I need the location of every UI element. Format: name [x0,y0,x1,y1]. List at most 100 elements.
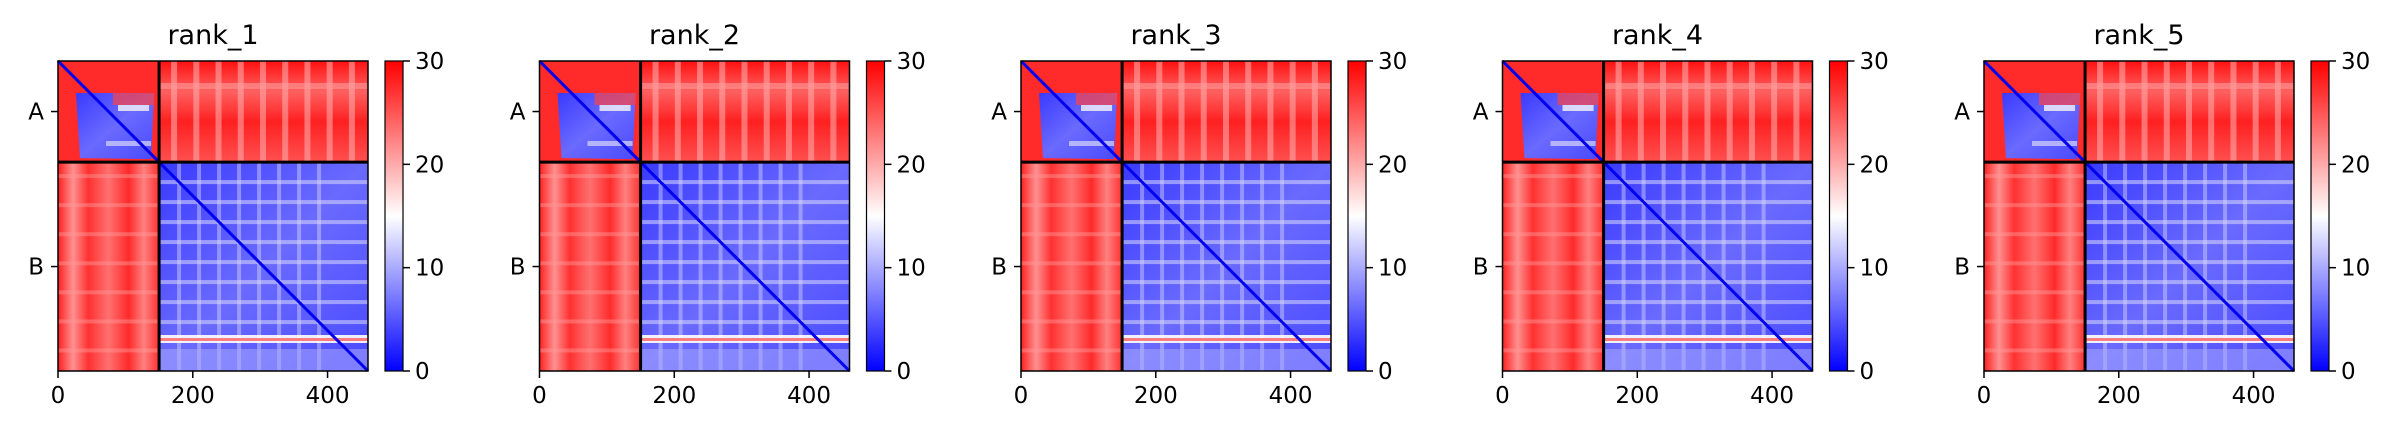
x-tick-label: 0 [1495,383,1510,409]
colorbar-tick-label: 10 [415,256,444,282]
heat-stripe [1502,232,1604,237]
heat-stripe [2183,162,2188,371]
heat-stripe [1661,162,1666,371]
heat-stripe [159,260,368,265]
heat-stripe [1122,240,1331,245]
heat-stripe [1021,203,1123,208]
pae-panel: rank_5 0 200 400 A B 0 10 20 30 [1954,20,2370,409]
heat-stripe [58,290,160,295]
heat-stripe [58,232,160,237]
heat-stripe [763,61,770,163]
chain-label: B [991,255,1007,281]
heat-stripe [1021,174,1123,179]
axes-frame [1983,60,2295,372]
heat-stripe [1178,61,1185,163]
heat-stripe [697,61,704,163]
heat-diagonal [538,59,851,373]
heat-stripe [1502,348,1604,353]
heat-stripe [2208,61,2215,163]
offdiag-block-ba [1984,162,2086,371]
heat-stripe [2243,162,2248,371]
chain-label: A [28,100,44,126]
heat-stripe [2163,61,2170,163]
heat-stripe [1122,180,1331,185]
heat-stripe [1122,349,1331,371]
chain-label: B [510,255,526,281]
chain-label: A [991,100,1007,126]
heat-stripe [237,162,242,371]
offdiag-block-ba [1502,162,1604,371]
heat-stripe [159,180,368,185]
heat-stripe [1076,93,1118,105]
heat-stripe [2143,162,2148,371]
colorbar-tick-label: 20 [415,152,444,178]
heat-stripe [1701,162,1706,371]
colorbar [1347,60,1367,372]
heat-stripe [282,61,289,163]
heat-stripe [640,338,850,341]
heat-stripe [2085,260,2294,265]
heat-stripe [539,290,641,295]
heat-stripe [1021,261,1123,266]
pae-panel: rank_1 0 200 400 A B 0 10 20 30 [28,20,444,409]
heat-stripe [808,61,815,163]
heat-stripe [640,180,850,185]
heat-stripe [678,162,683,371]
heat-stripe [1200,162,1205,371]
heat-stripe [1502,261,1604,266]
colorbar-tick-label: 10 [897,256,926,282]
heat-stripe [113,93,155,105]
colorbar-tick-label: 10 [2341,256,2370,282]
panel-title: rank_5 [2093,20,2184,51]
heat-stripe [2119,61,2126,163]
heat-stripe [1280,162,1285,371]
heat-stripe [217,162,222,371]
heat-stripe [1122,338,1331,341]
heat-stripe [2141,61,2148,163]
heat-stripe [2123,162,2128,371]
offdiag-block-ba [1021,162,1123,371]
colorbar-tick-label: 30 [2341,49,2370,75]
heat-stripe [1641,162,1646,371]
heat-stripe [1748,61,1755,163]
heat-stripe [1603,280,1813,285]
heat-stripe [1502,319,1604,324]
heat-stripe [1603,320,1813,325]
chain-label: B [1954,255,1970,281]
heat-stripe [2085,220,2294,225]
colorbar [384,60,404,372]
x-tick-label: 0 [1977,383,1992,409]
axes-frame [1501,60,1814,372]
heat-stripe [259,61,266,163]
heatmap [1982,59,2296,373]
heatmap [538,59,851,373]
heat-stripe [1260,162,1265,371]
heat-stripe [58,203,160,208]
colorbar-tick-label: 10 [1378,256,1407,282]
heat-stripe [1122,83,1331,89]
heat-stripe [1081,105,1113,111]
heat-stripe [1502,290,1604,295]
heat-stripe [1222,61,1229,163]
colorbar-tick-label: 20 [1860,152,1889,178]
axes-frame [1020,60,1332,372]
heat-stripe [106,141,152,146]
heat-stripe [171,61,178,163]
heat-stripe [758,162,763,371]
x-tick-label: 0 [1014,383,1029,409]
heat-stripe [1289,61,1296,163]
chain-label: B [1473,255,1489,281]
heat-stripe [159,300,368,305]
heat-stripe [1621,162,1626,371]
heat-stripe [1122,200,1331,205]
heat-stripe [1160,162,1165,371]
heat-stripe [539,348,641,353]
x-tick-label: 0 [51,383,66,409]
heat-stripe [2097,61,2104,163]
heat-stripe [640,83,850,89]
heat-stripe [159,200,368,205]
heat-stripe [1984,348,2086,353]
heat-diagonal [1982,59,2296,373]
heat-stripe [1603,220,1813,225]
x-tick-label: 200 [171,383,215,409]
